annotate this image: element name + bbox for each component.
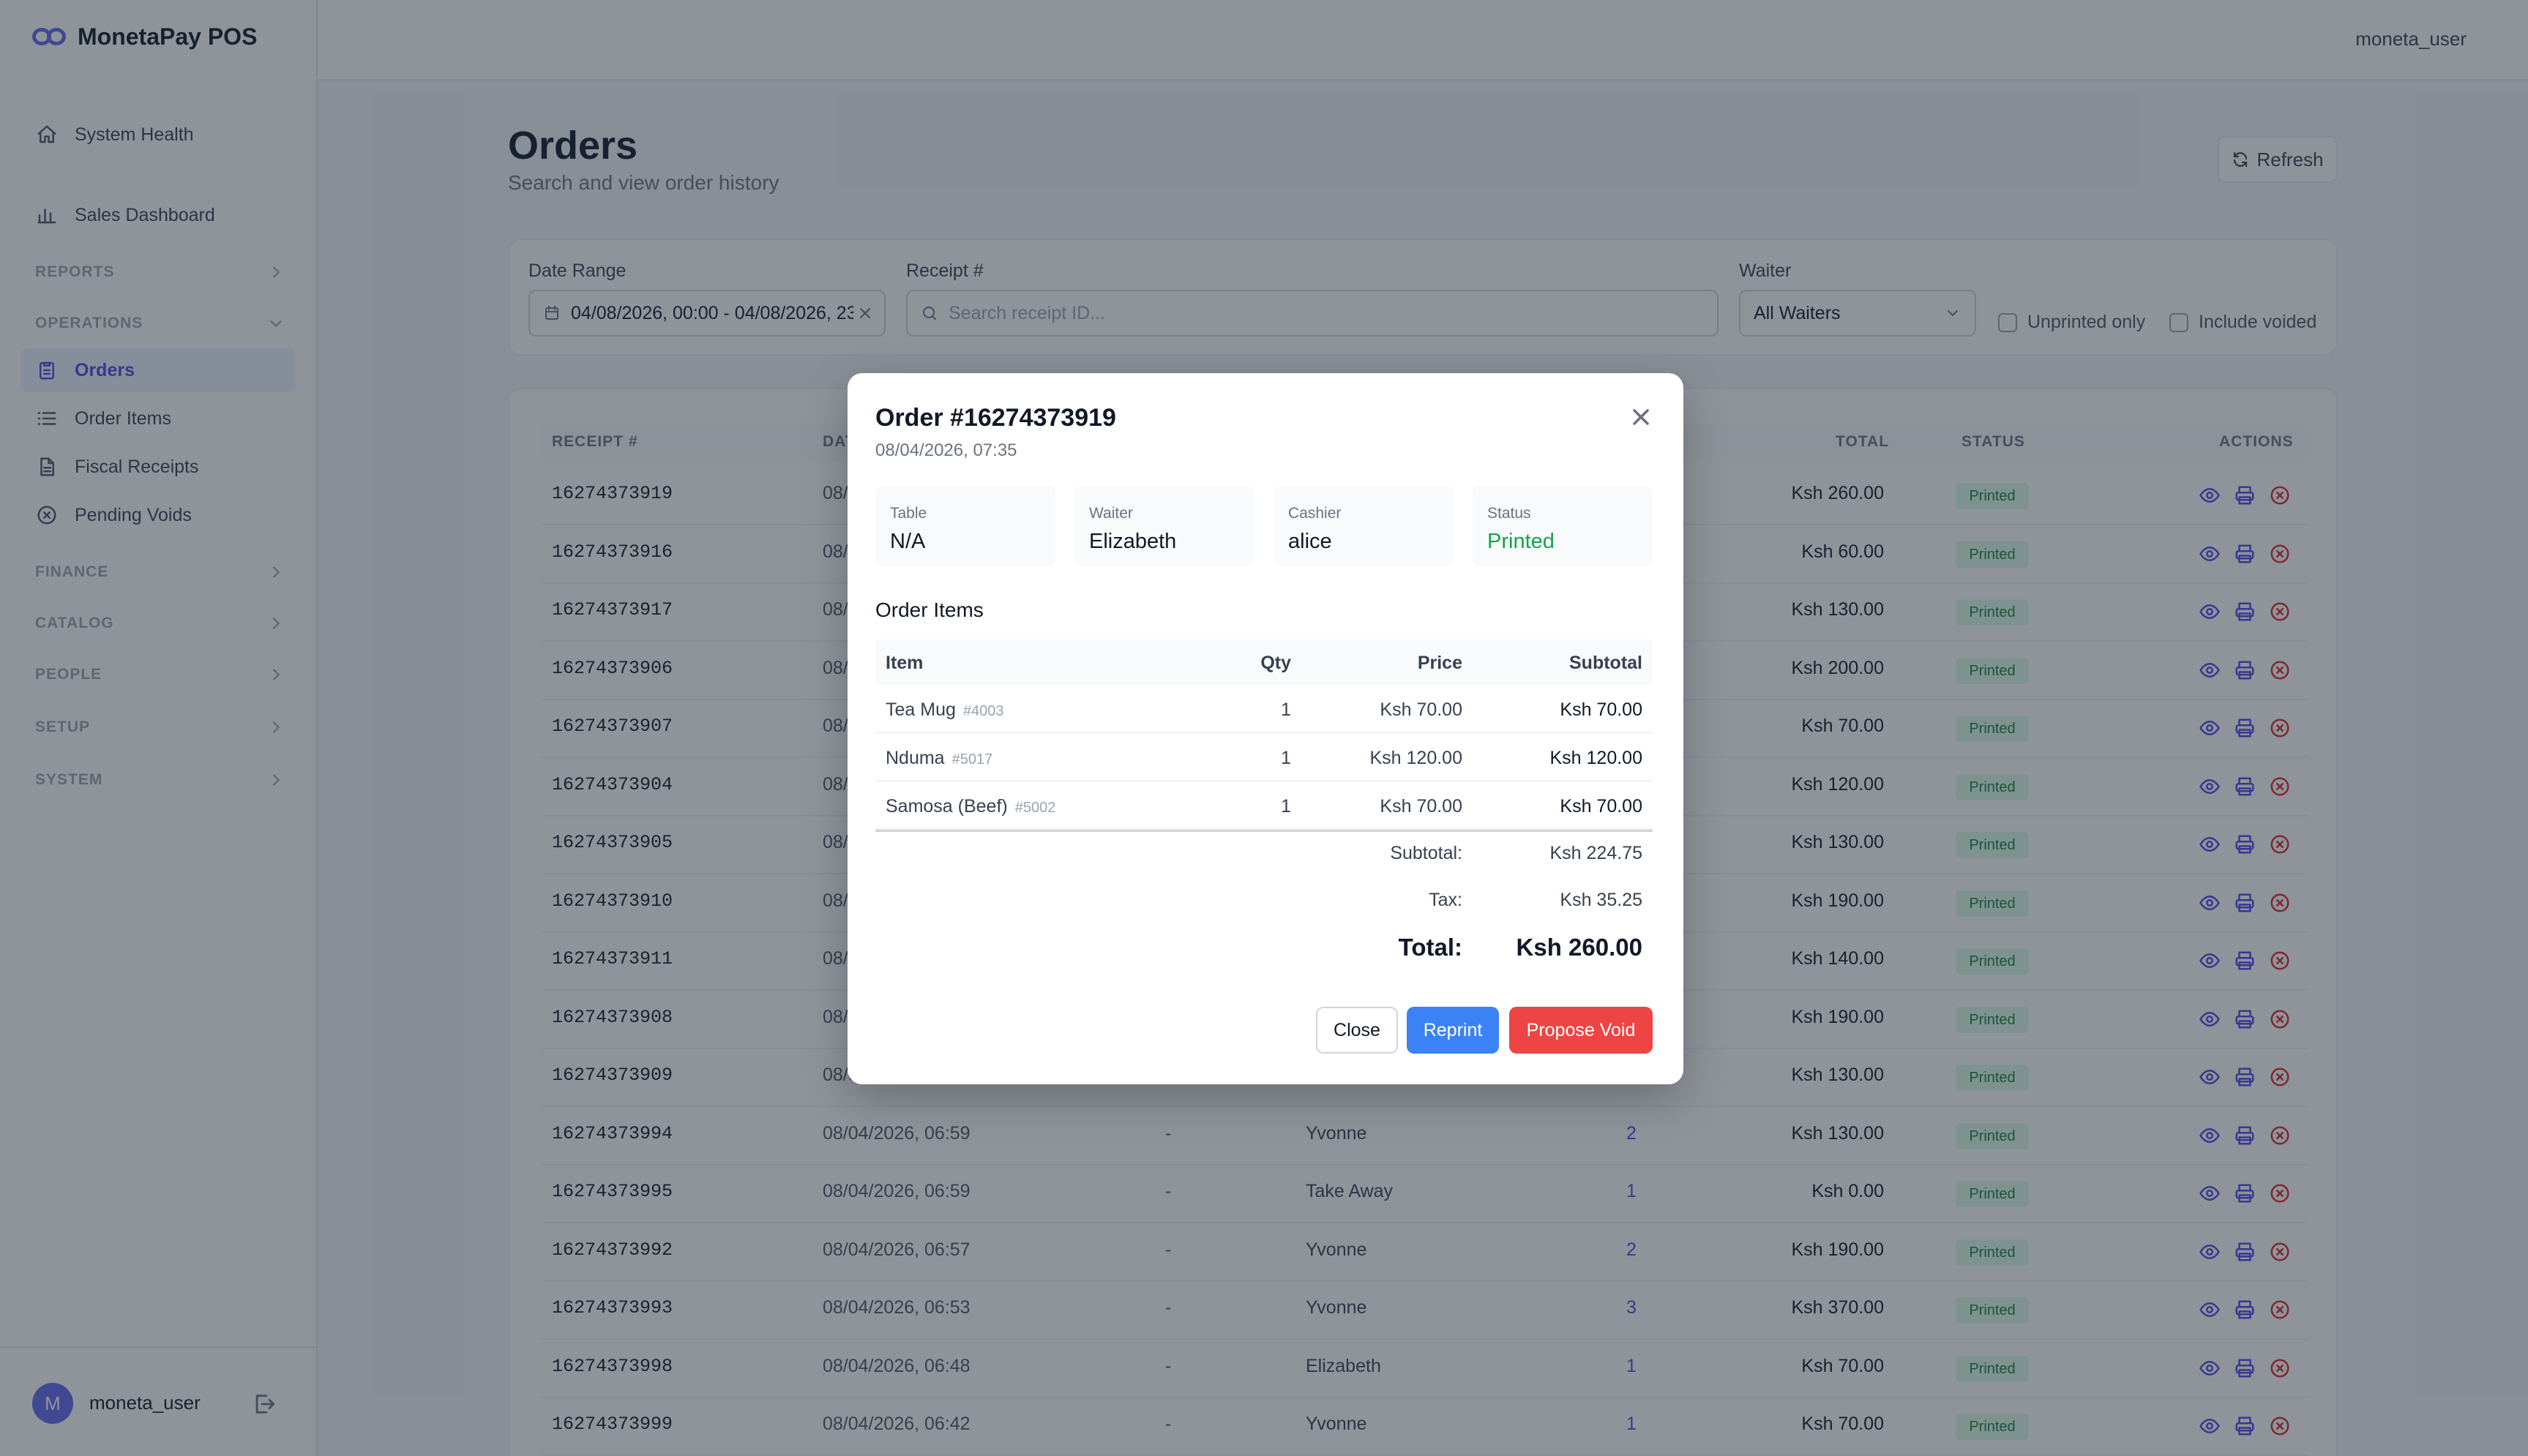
info-table: Table N/A bbox=[875, 486, 1055, 566]
order-detail-modal: Order #16274373919 08/04/2026, 07:35 Tab… bbox=[848, 373, 1683, 1084]
item-name: Tea Mug #4003 bbox=[886, 699, 1004, 720]
item-name: Nduma #5017 bbox=[886, 748, 993, 768]
reprint-button[interactable]: Reprint bbox=[1407, 1007, 1499, 1054]
close-icon bbox=[1633, 409, 1649, 425]
item-sku: #5017 bbox=[951, 751, 993, 768]
modal-close-button[interactable] bbox=[1628, 404, 1657, 433]
total-value: Ksh 260.00 bbox=[1516, 934, 1642, 961]
item-qty: 1 bbox=[1281, 699, 1291, 720]
item-sku: #4003 bbox=[962, 703, 1004, 719]
item-qty: 1 bbox=[1281, 796, 1291, 817]
close-button[interactable]: Close bbox=[1316, 1007, 1398, 1054]
total-label: Total: bbox=[1398, 934, 1462, 961]
tax-value: Ksh 35.25 bbox=[1560, 890, 1642, 910]
totals-divider bbox=[875, 830, 1653, 832]
order-items-heading: Order Items bbox=[875, 598, 984, 621]
items-header-item: Item bbox=[886, 653, 924, 673]
propose-void-button[interactable]: Propose Void bbox=[1509, 1007, 1653, 1054]
modal-datetime: 08/04/2026, 07:35 bbox=[875, 440, 1017, 460]
item-subtotal: Ksh 120.00 bbox=[1549, 748, 1643, 768]
subtotal-value: Ksh 224.75 bbox=[1549, 843, 1643, 863]
order-item-row: Samosa (Beef) #5002 1 Ksh 70.00 Ksh 70.00 bbox=[875, 781, 1653, 830]
items-header-qty: Qty bbox=[1260, 653, 1291, 673]
item-price: Ksh 120.00 bbox=[1369, 748, 1463, 768]
item-name: Samosa (Beef) #5002 bbox=[886, 796, 1056, 817]
item-price: Ksh 70.00 bbox=[1380, 699, 1462, 720]
item-price: Ksh 70.00 bbox=[1380, 796, 1462, 817]
item-qty: 1 bbox=[1281, 748, 1291, 768]
items-table-header bbox=[875, 639, 1653, 685]
subtotal-label: Subtotal: bbox=[1390, 843, 1462, 863]
item-subtotal: Ksh 70.00 bbox=[1560, 796, 1642, 817]
items-header-price: Price bbox=[1417, 653, 1462, 673]
order-item-row: Nduma #5017 1 Ksh 120.00 Ksh 120.00 bbox=[875, 733, 1653, 781]
info-status: Status Printed bbox=[1473, 486, 1653, 566]
info-cashier: Cashier alice bbox=[1274, 486, 1454, 566]
items-header-subtotal: Subtotal bbox=[1569, 653, 1642, 673]
item-subtotal: Ksh 70.00 bbox=[1560, 699, 1642, 720]
tax-label: Tax: bbox=[1429, 890, 1462, 910]
order-item-row: Tea Mug #4003 1 Ksh 70.00 Ksh 70.00 bbox=[875, 685, 1653, 733]
info-waiter: Waiter Elizabeth bbox=[1074, 486, 1254, 566]
item-sku: #5002 bbox=[1014, 800, 1056, 816]
modal-title: Order #16274373919 bbox=[875, 404, 1116, 432]
